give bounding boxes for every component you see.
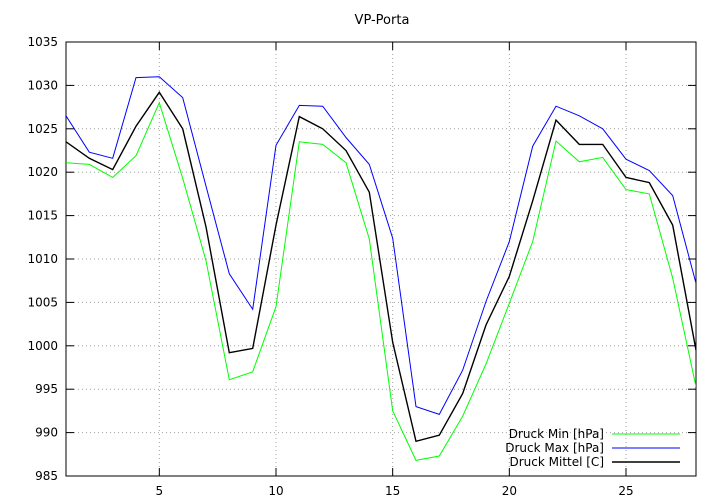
y-tick-label: 1000	[27, 339, 58, 353]
y-tick-label: 1020	[27, 165, 58, 179]
x-tick-label: 20	[502, 484, 517, 498]
legend: Druck Min [hPa]Druck Max [hPa]Druck Mitt…	[505, 427, 680, 469]
y-tick-label: 1015	[27, 209, 58, 223]
series-line-druck-mittel-c	[66, 91, 696, 443]
series-line-druck-max-hpa	[66, 76, 696, 416]
y-tick-label: 990	[35, 426, 58, 440]
x-tick-label: 5	[156, 484, 164, 498]
series-lines	[66, 76, 696, 461]
x-tick-label: 10	[268, 484, 283, 498]
axes: 9859909951000100510101015102010251030103…	[27, 35, 697, 498]
y-tick-label: 995	[35, 382, 58, 396]
x-tick-label: 25	[618, 484, 633, 498]
y-tick-label: 985	[35, 469, 58, 483]
legend-label-druck-mittel-c: Druck Mittel [C]	[509, 455, 604, 469]
y-tick-label: 1035	[27, 35, 58, 49]
y-tick-label: 1025	[27, 122, 58, 136]
y-tick-label: 1005	[27, 295, 58, 309]
plot-border	[65, 41, 697, 477]
grid	[66, 42, 696, 476]
y-tick-label: 1010	[27, 252, 58, 266]
x-tick-label: 15	[385, 484, 400, 498]
legend-label-druck-min-hpa: Druck Min [hPa]	[509, 427, 604, 441]
legend-label-druck-max-hpa: Druck Max [hPa]	[505, 441, 604, 455]
chart-title: VP-Porta	[355, 13, 410, 28]
series-line-druck-min-hpa	[66, 101, 696, 461]
y-tick-label: 1030	[27, 78, 58, 92]
